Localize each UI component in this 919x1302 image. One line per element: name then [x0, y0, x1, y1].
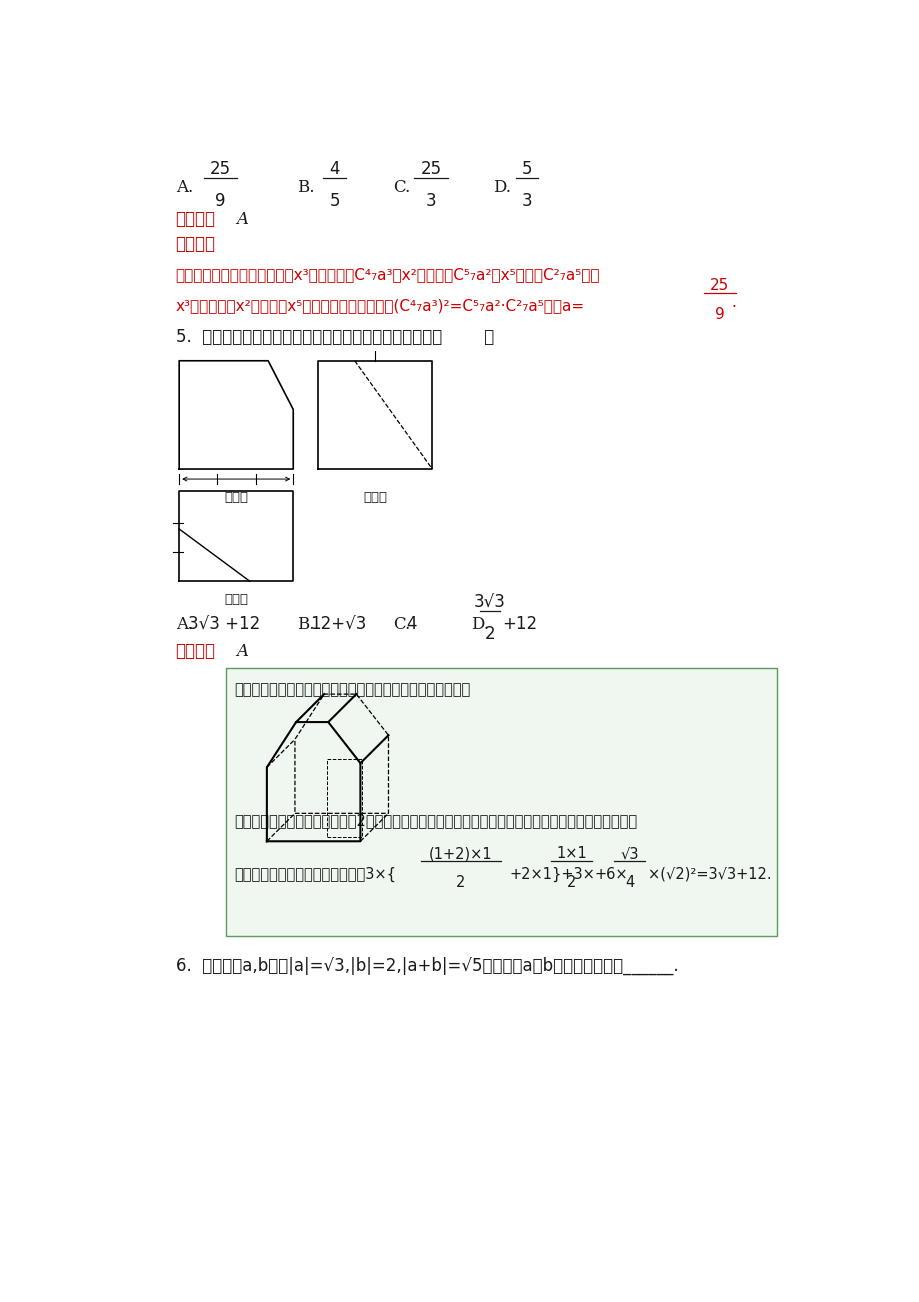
Text: 侧视图: 侧视图	[363, 491, 387, 504]
Text: 3√3: 3√3	[473, 594, 505, 612]
Text: 可知该几何体，是将一个棱长为2的正方体，沿着如图所示的截面，截去之后剩下的几何体，根据三视图: 可知该几何体，是将一个棱长为2的正方体，沿着如图所示的截面，截去之后剩下的几何体…	[233, 814, 637, 828]
Text: 4: 4	[625, 875, 634, 891]
Text: 25: 25	[210, 160, 231, 178]
Text: C.: C.	[392, 178, 410, 195]
Text: A: A	[236, 643, 248, 660]
Text: +12: +12	[502, 616, 537, 634]
Text: A.: A.	[176, 616, 193, 633]
Text: ×(√2)²=3√3+12.: ×(√2)²=3√3+12.	[647, 867, 770, 881]
Text: 9: 9	[215, 193, 225, 211]
Text: 俯视图: 俯视图	[224, 592, 248, 605]
Text: 25: 25	[420, 160, 441, 178]
Text: 正视图: 正视图	[224, 491, 248, 504]
Text: 2: 2	[566, 875, 575, 891]
Text: +2×1}+3×: +2×1}+3×	[509, 866, 595, 881]
Text: 5: 5	[329, 193, 339, 211]
Text: D.: D.	[471, 616, 489, 633]
Text: C.: C.	[392, 616, 410, 633]
Text: 25: 25	[709, 277, 729, 293]
Text: 5.  某几何体的三视图如图所示，则该几何体的表面积为（        ）: 5. 某几何体的三视图如图所示，则该几何体的表面积为（ ）	[176, 328, 494, 346]
Text: .: .	[731, 296, 735, 310]
Text: 1×1: 1×1	[555, 846, 586, 861]
Text: D.: D.	[493, 178, 510, 195]
Text: (1+2)×1: (1+2)×1	[428, 846, 492, 861]
Text: 2: 2	[484, 625, 494, 643]
Text: B.: B.	[297, 178, 314, 195]
Text: 9: 9	[714, 307, 723, 322]
Text: 的数据，可知该几何体的表面积为3×{: 的数据，可知该几何体的表面积为3×{	[233, 866, 396, 881]
Text: 【答案】: 【答案】	[176, 211, 215, 228]
Text: 【答案】: 【答案】	[176, 642, 215, 660]
Text: +6×: +6×	[595, 867, 628, 881]
Text: 4: 4	[405, 616, 416, 634]
Text: 2: 2	[456, 875, 465, 891]
FancyBboxPatch shape	[225, 668, 776, 936]
Text: A: A	[236, 211, 248, 228]
Text: B.: B.	[297, 616, 314, 633]
Text: 12+√3: 12+√3	[310, 616, 366, 634]
Text: 6.  已知向量a,b满足|a|=√3,|b|=2,|a+b|=√5，则向量a与b夹角的余弦值为______.: 6. 已知向量a,b满足|a|=√3,|b|=2,|a+b|=√5，则向量a与b…	[176, 957, 677, 975]
Text: 【解析】根据几何的三视图，画出该几何体的直观图，如下图: 【解析】根据几何的三视图，画出该几何体的直观图，如下图	[233, 682, 470, 697]
Text: 试题分析：根据二项式定理，x³项的系数为C⁴₇a³，x²项系数为C⁵₇a²，x⁵项系数C²₇a⁵，由: 试题分析：根据二项式定理，x³项的系数为C⁴₇a³，x²项系数为C⁵₇a²，x⁵…	[176, 267, 599, 283]
Text: x³项的系数是x²项系数和x⁵项系数的等比中项，则(C⁴₇a³)²=C⁵₇a²·C²₇a⁵，则a=: x³项的系数是x²项系数和x⁵项系数的等比中项，则(C⁴₇a³)²=C⁵₇a²·…	[176, 298, 584, 312]
Text: 3: 3	[521, 193, 532, 211]
Text: 【解析】: 【解析】	[176, 236, 215, 254]
Text: 3√3 +12: 3√3 +12	[188, 616, 260, 634]
Text: 4: 4	[329, 160, 339, 178]
Text: 5: 5	[521, 160, 532, 178]
Text: √3: √3	[619, 846, 639, 861]
Text: A.: A.	[176, 178, 193, 195]
Text: 3: 3	[425, 193, 436, 211]
